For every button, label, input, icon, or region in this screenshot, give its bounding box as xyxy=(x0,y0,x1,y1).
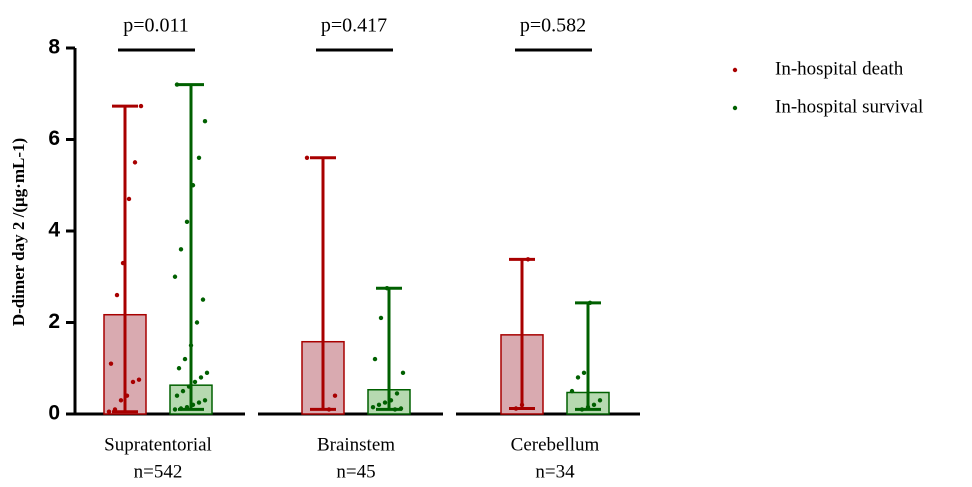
data-point xyxy=(204,370,210,376)
p-value: p=0.582 xyxy=(520,15,586,37)
data-point xyxy=(118,398,124,403)
data-point xyxy=(587,300,593,306)
data-point xyxy=(180,388,186,394)
data-point xyxy=(202,119,208,124)
y-tick-label: 8 xyxy=(48,36,60,59)
data-point xyxy=(394,391,400,396)
data-point xyxy=(575,375,581,380)
data-point xyxy=(184,219,190,225)
x-tick-label: Cerebellum xyxy=(511,434,600,455)
data-point xyxy=(124,393,130,398)
data-point xyxy=(579,407,585,412)
data-point xyxy=(186,384,192,389)
data-point xyxy=(372,356,378,362)
data-point xyxy=(172,274,178,279)
data-point xyxy=(120,260,126,266)
p-value: p=0.011 xyxy=(123,15,189,37)
x-tick-sublabel: n=542 xyxy=(134,461,183,482)
data-point xyxy=(376,402,382,408)
data-point xyxy=(136,377,142,382)
legend-label: In-hospital death xyxy=(775,58,904,79)
data-point xyxy=(525,257,531,262)
data-point xyxy=(178,406,184,411)
data-point xyxy=(132,160,138,165)
data-point xyxy=(112,407,118,412)
legend-marker xyxy=(732,67,738,73)
data-point xyxy=(398,406,404,411)
y-tick-label: 6 xyxy=(48,127,60,150)
data-point xyxy=(513,406,519,411)
data-point xyxy=(188,343,194,348)
data-point xyxy=(176,366,182,371)
data-point xyxy=(182,356,188,362)
data-point xyxy=(114,292,120,298)
data-point xyxy=(108,361,114,366)
data-point xyxy=(194,320,200,325)
data-point xyxy=(597,398,603,403)
data-point xyxy=(326,407,332,412)
data-point xyxy=(106,409,112,414)
data-point xyxy=(138,103,144,109)
x-tick-label: Brainstem xyxy=(317,434,395,455)
data-point xyxy=(190,183,196,188)
data-point xyxy=(190,402,196,408)
data-point xyxy=(192,379,198,385)
x-tick-sublabel: n=34 xyxy=(535,461,575,482)
data-point xyxy=(591,402,597,408)
data-point xyxy=(388,398,394,403)
data-point xyxy=(200,297,206,302)
data-point xyxy=(174,393,180,398)
legend-label: In-hospital survival xyxy=(775,96,923,117)
data-point xyxy=(370,404,376,410)
data-point xyxy=(172,407,178,412)
data-point xyxy=(178,247,184,252)
data-point xyxy=(569,388,575,394)
data-point xyxy=(519,402,525,408)
data-point xyxy=(198,375,204,380)
p-value: p=0.417 xyxy=(321,15,387,37)
data-point xyxy=(130,379,136,385)
data-point xyxy=(382,400,388,405)
y-tick-label: 4 xyxy=(48,219,60,242)
data-point xyxy=(202,398,208,403)
x-tick-sublabel: n=45 xyxy=(336,461,375,482)
y-tick-label: 0 xyxy=(48,402,60,425)
data-point xyxy=(184,404,190,410)
data-point xyxy=(174,82,180,87)
data-point xyxy=(392,407,398,412)
data-point xyxy=(378,315,384,321)
y-tick-label: 2 xyxy=(48,310,60,333)
data-point xyxy=(585,404,591,410)
data-point xyxy=(581,370,587,376)
data-point xyxy=(332,393,338,398)
x-tick-label: Supratentorial xyxy=(104,434,212,455)
data-point xyxy=(126,196,132,202)
data-point xyxy=(384,285,390,291)
data-point xyxy=(196,400,202,405)
y-axis-label: D-dimer day 2 /(μg·mL-1) xyxy=(9,138,28,326)
data-point xyxy=(400,370,406,376)
data-point xyxy=(304,155,310,160)
data-point xyxy=(196,155,202,160)
legend-marker xyxy=(732,105,738,111)
